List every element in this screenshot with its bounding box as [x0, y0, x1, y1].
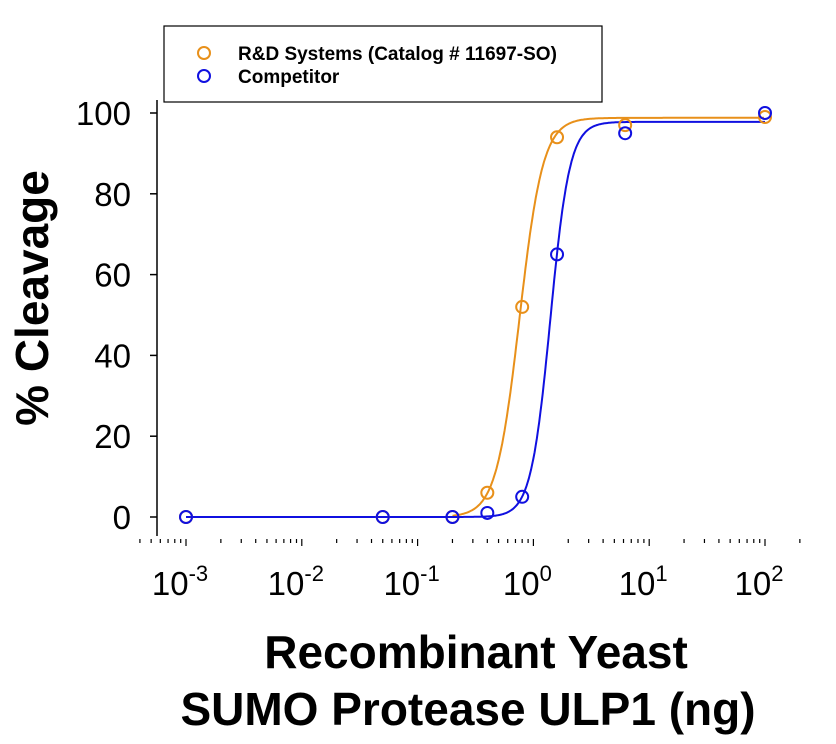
x-axis-label-line2: SUMO Protease ULP1 (ng) — [180, 683, 755, 735]
x-tick-base: 10 — [503, 565, 540, 602]
data-points — [179, 106, 772, 524]
data-point-series-1 — [480, 505, 495, 520]
data-point-series-1 — [445, 510, 460, 524]
data-point-series-1 — [758, 106, 772, 120]
y-tick-label: 40 — [94, 337, 131, 374]
data-point-series-0 — [550, 130, 565, 145]
x-tick-exponent: -3 — [189, 561, 209, 586]
y-tick-label: 0 — [113, 499, 131, 536]
x-tick-label: 101 — [619, 561, 668, 602]
x-tick-exponent: -1 — [420, 561, 440, 586]
x-tick-base: 10 — [383, 565, 420, 602]
x-tick-label: 100 — [503, 561, 552, 602]
fit-curve-1 — [186, 120, 765, 518]
legend-label-competitor: Competitor — [238, 67, 340, 88]
x-tick-exponent: 2 — [771, 561, 783, 586]
x-tick-base: 10 — [735, 565, 772, 602]
data-point-series-1 — [179, 510, 193, 524]
data-point-series-1 — [375, 510, 390, 524]
y-axis-label: % Cleavage — [6, 170, 58, 426]
x-tick-base: 10 — [268, 565, 305, 602]
y-ticks: 0 20 40 60 80 100 — [76, 95, 157, 536]
x-tick-label: 10-2 — [268, 561, 324, 602]
x-tick-label: 10-3 — [152, 561, 208, 602]
x-tick-exponent: 0 — [540, 561, 552, 586]
x-tick-base: 10 — [152, 565, 189, 602]
y-tick-label: 60 — [94, 257, 131, 294]
y-tick-label: 20 — [94, 418, 131, 455]
y-tick-label: 100 — [76, 95, 131, 132]
x-axis-label-line1: Recombinant Yeast — [264, 626, 688, 678]
legend-marker-competitor — [197, 69, 211, 83]
legend-marker-rnd — [197, 46, 211, 60]
legend-label-rnd: R&D Systems (Catalog # 11697-SO) — [238, 44, 557, 65]
x-tick-base: 10 — [619, 565, 656, 602]
data-point-series-1 — [515, 489, 530, 504]
fit-curve-0 — [452, 116, 764, 517]
legend-box — [163, 25, 603, 103]
x-ticks: 10-3 10-2 10-1 100 101 102 — [139, 539, 801, 602]
data-point-series-0 — [618, 118, 633, 133]
y-tick-label: 80 — [94, 176, 131, 213]
x-tick-exponent: 1 — [655, 561, 667, 586]
fit-curves — [186, 116, 765, 518]
data-point-series-0 — [515, 299, 530, 314]
data-point-series-1 — [618, 126, 633, 141]
data-point-series-0 — [758, 110, 772, 125]
x-tick-label: 102 — [735, 561, 784, 602]
data-point-series-0 — [480, 485, 495, 500]
x-tick-exponent: -2 — [304, 561, 324, 586]
legend: R&D Systems (Catalog # 11697-SO) Competi… — [163, 25, 603, 103]
x-tick-label: 10-1 — [383, 561, 439, 602]
data-point-series-1 — [550, 247, 565, 262]
